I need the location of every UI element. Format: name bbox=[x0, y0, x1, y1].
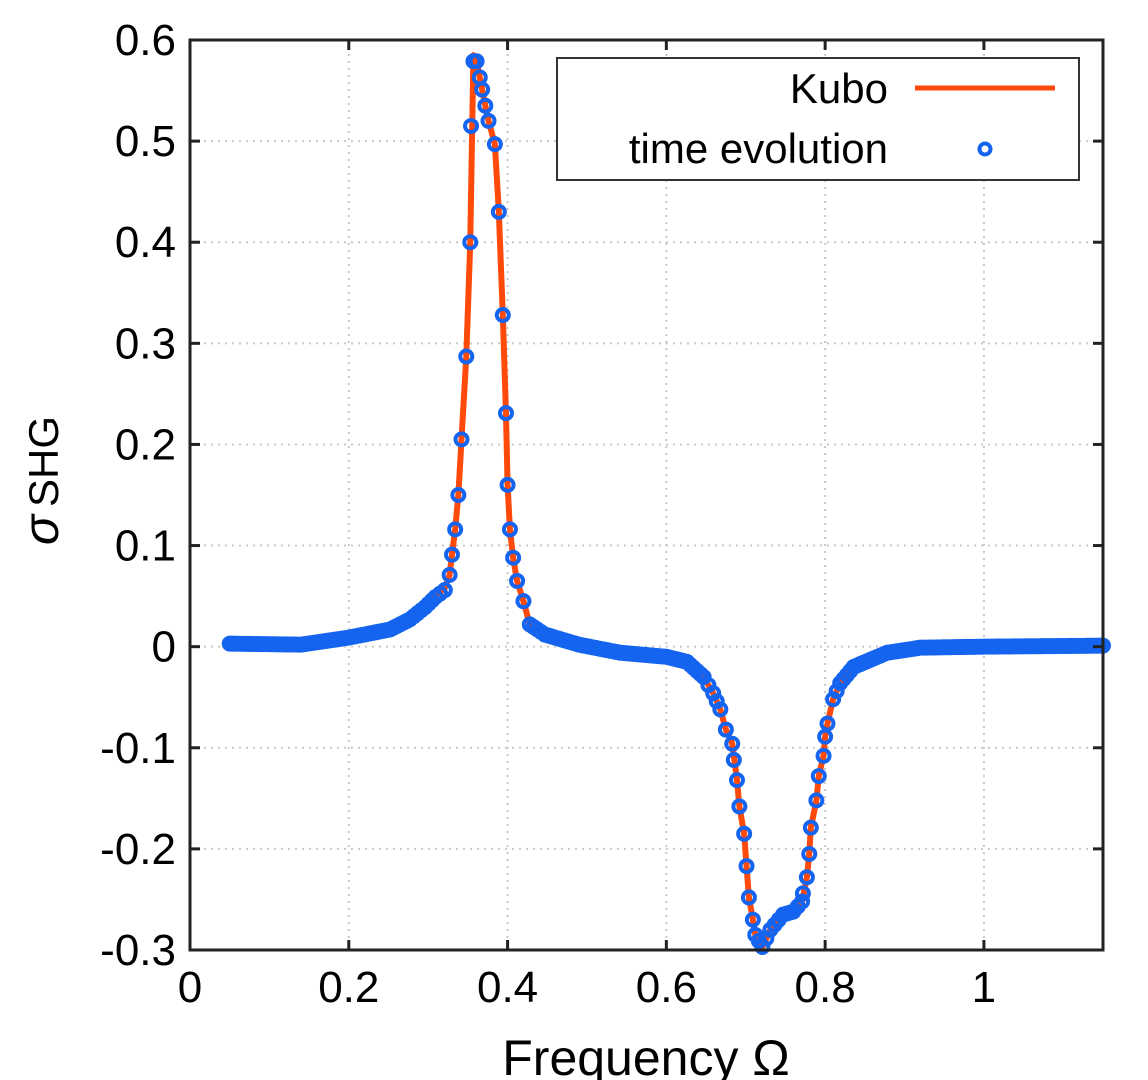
y-tick-label: 0.3 bbox=[115, 319, 176, 368]
time-evolution-point bbox=[515, 593, 532, 610]
time-evolution-point bbox=[480, 112, 497, 129]
time-evolution-point bbox=[825, 691, 842, 708]
legend[interactable]: Kubo time evolution bbox=[556, 57, 1080, 181]
time-evolution-point bbox=[731, 798, 748, 815]
time-evolution-point bbox=[808, 792, 825, 809]
y-tick-label: 0.2 bbox=[115, 420, 176, 469]
time-evolution-point bbox=[708, 693, 725, 710]
y-tick-label: -0.3 bbox=[100, 926, 176, 975]
y-tick-label: 0.1 bbox=[115, 522, 176, 571]
time-evolution-point bbox=[497, 405, 514, 422]
time-evolution-point bbox=[801, 845, 818, 862]
time-evolution-point bbox=[815, 747, 832, 764]
time-evolution-point bbox=[447, 521, 464, 538]
time-evolution-point bbox=[474, 81, 491, 98]
time-evolution-point bbox=[819, 715, 836, 732]
time-evolution-point bbox=[490, 203, 507, 220]
legend-box bbox=[556, 57, 1080, 181]
time-evolution-point bbox=[725, 751, 742, 768]
y-tick-label: -0.1 bbox=[100, 724, 176, 773]
time-evolution-point bbox=[501, 521, 518, 538]
y-axis-label: σ SHG bbox=[13, 416, 69, 545]
time-evolution-point bbox=[794, 885, 811, 902]
y-axis-label-subscript: SHG bbox=[20, 416, 67, 507]
x-axis-label: Frequency Ω bbox=[502, 1030, 790, 1080]
time-evolution-point bbox=[468, 53, 485, 70]
x-tick-label: 0.8 bbox=[795, 963, 856, 1012]
time-evolution-point bbox=[458, 348, 475, 365]
time-evolution-point bbox=[486, 136, 503, 153]
time-evolution-point bbox=[477, 97, 494, 114]
y-axis-label-symbol: σ bbox=[13, 513, 69, 545]
time-evolution-point bbox=[443, 546, 460, 563]
plot-frame bbox=[188, 38, 1105, 952]
y-tick-label: 0.6 bbox=[115, 16, 176, 65]
series-layer bbox=[221, 52, 1111, 955]
x-tick-label: 0 bbox=[178, 963, 202, 1012]
time-evolution-point bbox=[462, 234, 479, 251]
time-evolution-point bbox=[736, 825, 753, 842]
time-evolution-point bbox=[494, 307, 511, 324]
legend-label-kubo: Kubo bbox=[790, 65, 888, 112]
time-evolution-markers bbox=[221, 53, 1111, 955]
time-evolution-point bbox=[453, 431, 470, 448]
x-tick-label: 0.4 bbox=[477, 963, 538, 1012]
legend-swatch-time-evolution bbox=[977, 141, 993, 157]
time-evolution-point bbox=[744, 911, 761, 928]
time-evolution-point bbox=[712, 701, 729, 718]
x-tick-label: 1 bbox=[972, 963, 996, 1012]
time-evolution-point bbox=[738, 858, 755, 875]
time-evolution-point bbox=[828, 683, 845, 700]
time-evolution-point bbox=[441, 566, 458, 583]
y-tick-label: 0.5 bbox=[115, 117, 176, 166]
time-evolution-point bbox=[798, 869, 815, 886]
time-evolution-point bbox=[794, 893, 811, 910]
y-tick-label: 0 bbox=[152, 623, 176, 672]
time-evolution-point bbox=[509, 572, 526, 589]
time-evolution-point bbox=[463, 117, 480, 134]
time-evolution-point bbox=[705, 685, 722, 702]
ticks: 0 0.2 0.4 0.6 0.8 1 -0.3 -0.2 -0.1 0 0.1 0.2 0.3 0.4 0… bbox=[100, 16, 1103, 1012]
time-evolution-point bbox=[505, 549, 522, 566]
time-evolution-point bbox=[729, 772, 746, 789]
time-evolution-point bbox=[802, 819, 819, 836]
x-tick-label: 0.2 bbox=[318, 963, 379, 1012]
y-tick-label: -0.2 bbox=[100, 825, 176, 874]
time-evolution-point bbox=[450, 487, 467, 503]
time-evolution-point bbox=[740, 889, 757, 906]
time-evolution-point bbox=[724, 735, 741, 752]
y-tick-label: 0.4 bbox=[115, 218, 176, 267]
x-tick-label: 0.6 bbox=[636, 963, 697, 1012]
time-evolution-point bbox=[436, 582, 453, 599]
legend-label-time-evolution: time evolution bbox=[629, 125, 888, 172]
time-evolution-point bbox=[810, 768, 827, 785]
time-evolution-point bbox=[717, 721, 734, 738]
time-evolution-point bbox=[499, 476, 516, 493]
